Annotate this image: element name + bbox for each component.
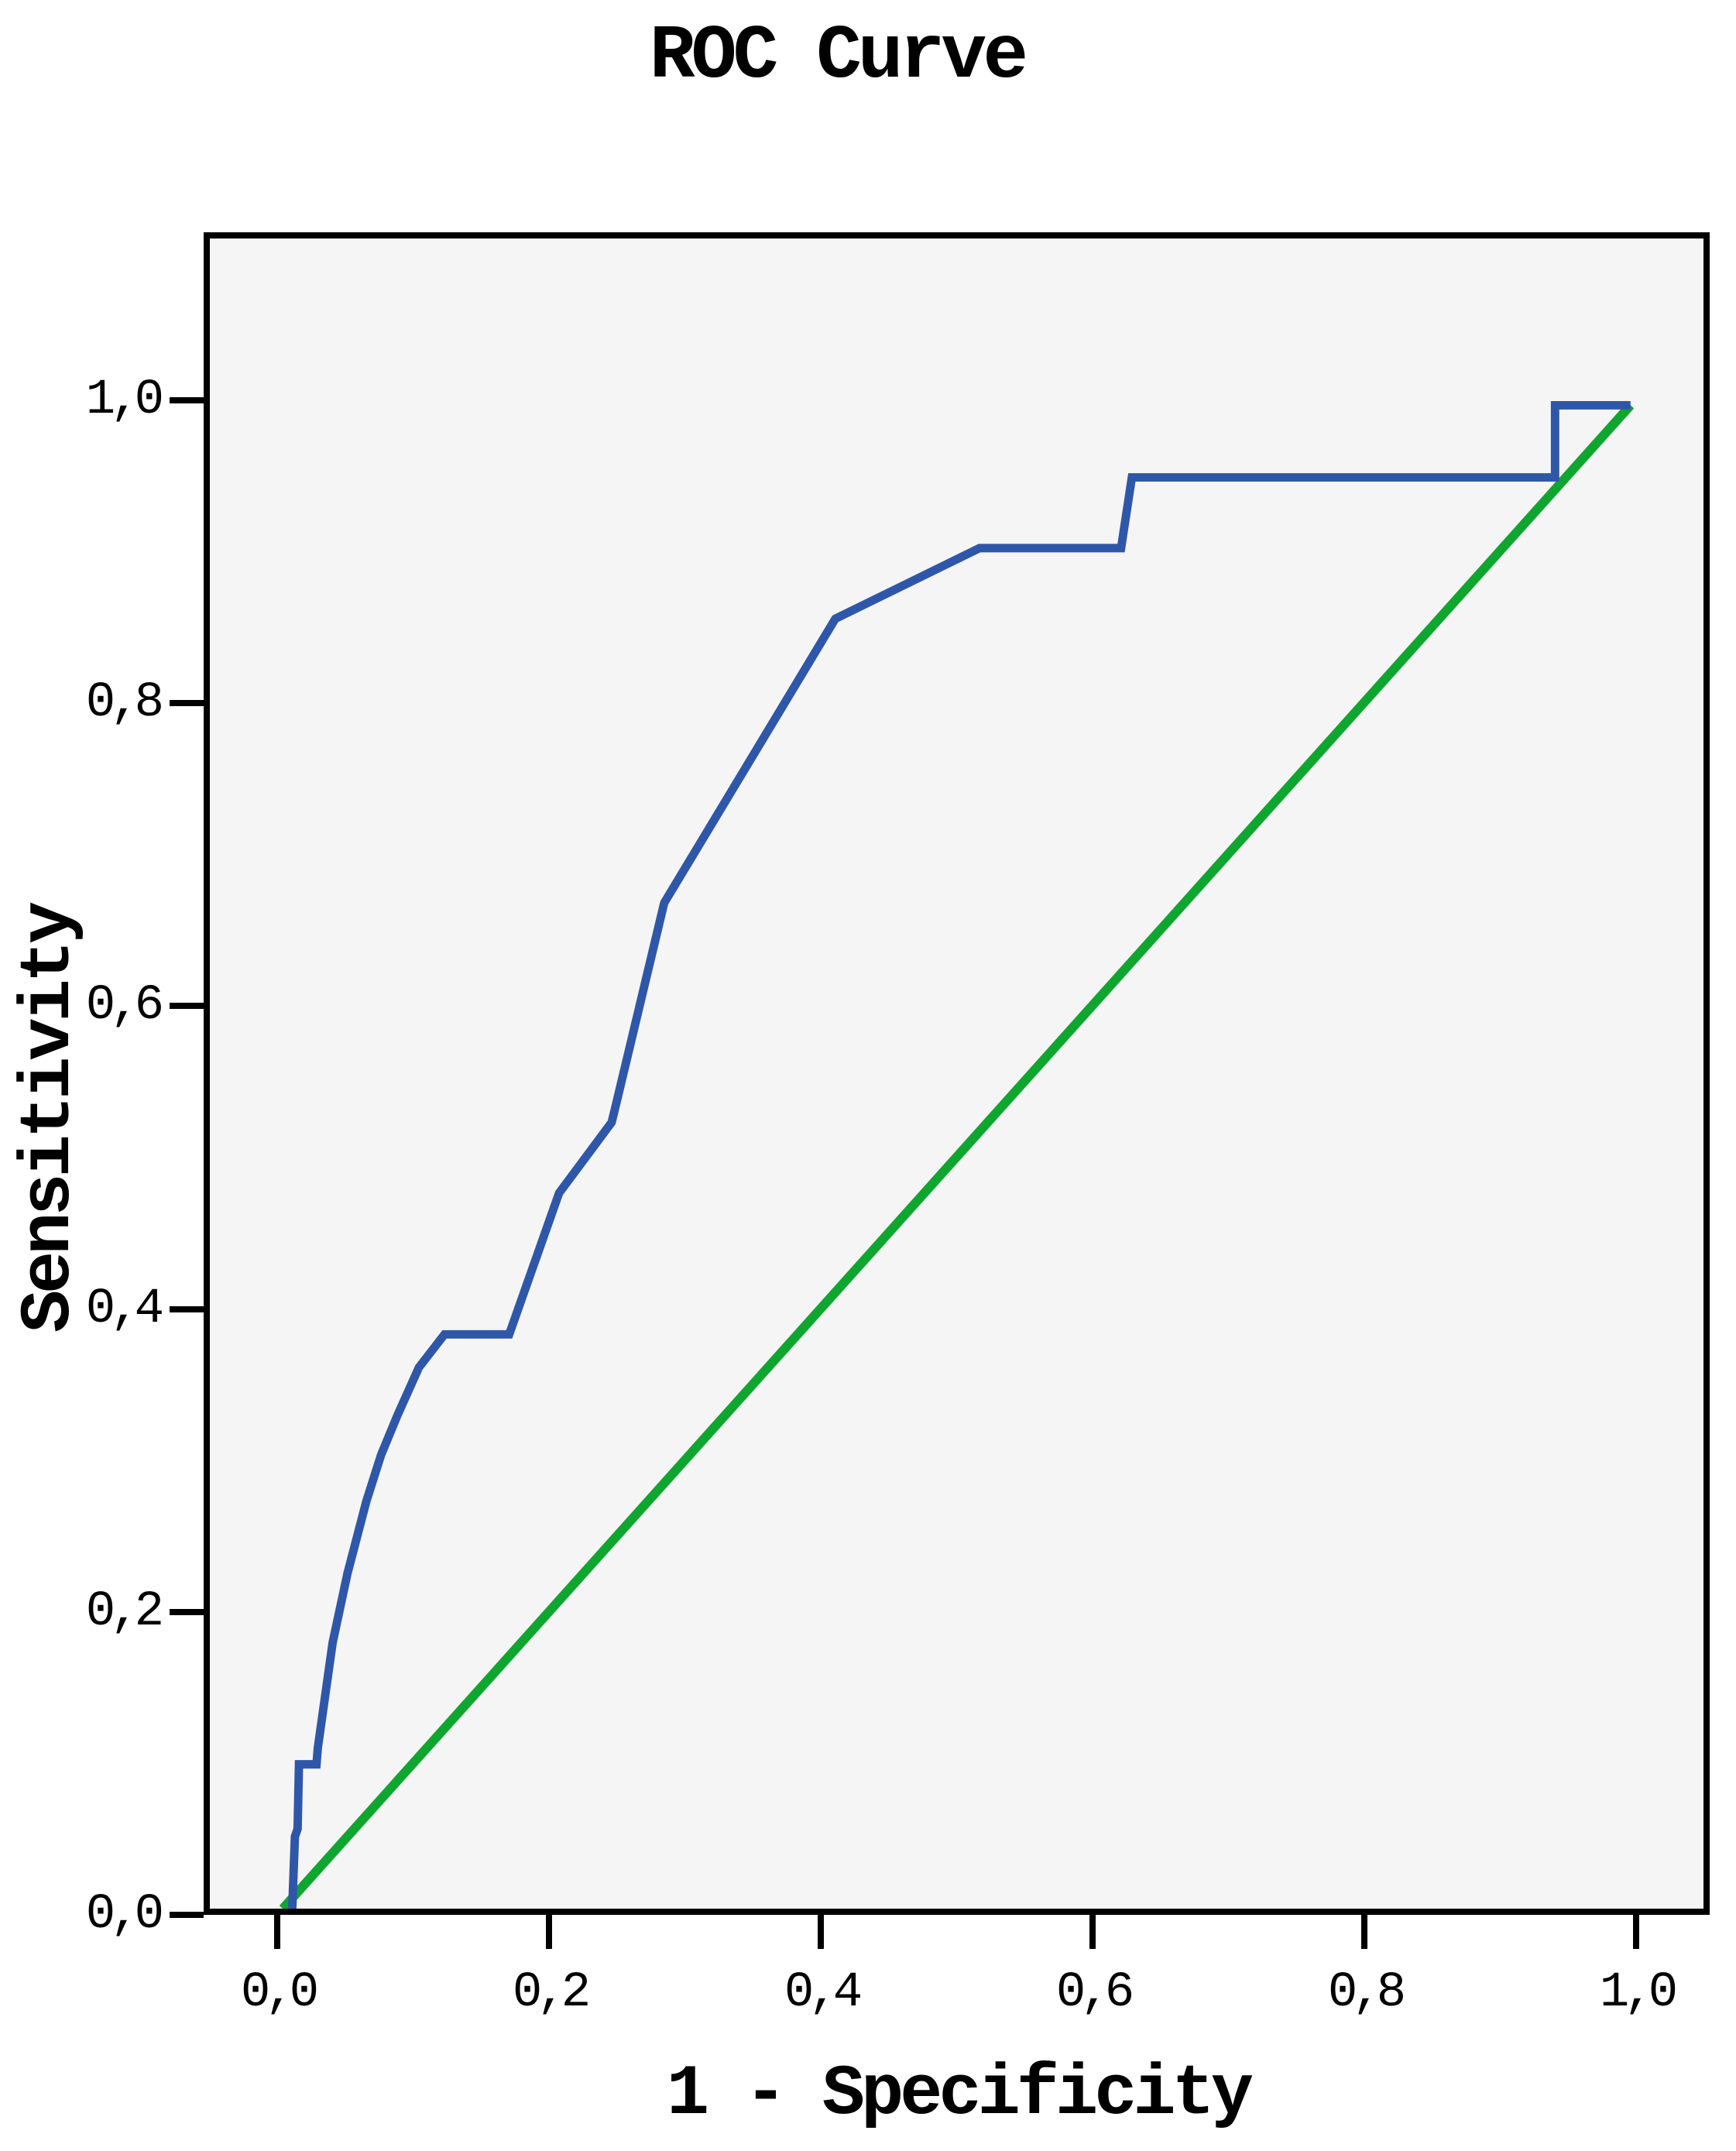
x-axis-tick xyxy=(1361,1915,1367,1949)
y-axis-tick xyxy=(170,1912,204,1918)
x-axis-tick-label: 0,4 xyxy=(784,1965,863,2021)
y-axis-tick-label: 0,6 xyxy=(85,978,164,1034)
x-axis-tick xyxy=(546,1915,552,1949)
y-axis-tick-label: 1,0 xyxy=(85,372,164,428)
roc-plot-svg xyxy=(279,400,1635,1909)
y-axis-tick xyxy=(170,397,204,403)
y-axis-tick-label: 0,4 xyxy=(85,1281,164,1337)
x-axis-tick xyxy=(1089,1915,1096,1949)
plot-area xyxy=(204,232,1710,1915)
y-axis-tick-label: 0,0 xyxy=(85,1887,164,1943)
reference-line xyxy=(279,402,1635,1909)
y-axis-tick xyxy=(170,1608,204,1615)
chart-title: ROC Curve xyxy=(649,14,1028,100)
x-axis-tick xyxy=(274,1915,280,1949)
y-axis-tick xyxy=(170,1305,204,1312)
x-axis-tick-label: 0,6 xyxy=(1055,1965,1134,2021)
x-axis-tick xyxy=(818,1915,824,1949)
y-axis-tick-label: 0,8 xyxy=(85,675,164,732)
x-axis-title: 1 - Specificity xyxy=(666,2053,1254,2135)
y-axis-title: Sensitivity xyxy=(9,904,90,1333)
y-axis-tick xyxy=(170,700,204,707)
y-axis-tick-label: 0,2 xyxy=(85,1583,164,1640)
x-axis-tick-label: 1,0 xyxy=(1599,1965,1678,2021)
y-axis-tick xyxy=(170,1003,204,1010)
x-axis-tick-label: 0,2 xyxy=(512,1965,591,2021)
roc-curve-line xyxy=(287,400,1631,1909)
x-axis-tick-label: 0,0 xyxy=(240,1965,319,2021)
x-axis-tick xyxy=(1633,1915,1639,1949)
x-axis-tick-label: 0,8 xyxy=(1327,1965,1406,2021)
